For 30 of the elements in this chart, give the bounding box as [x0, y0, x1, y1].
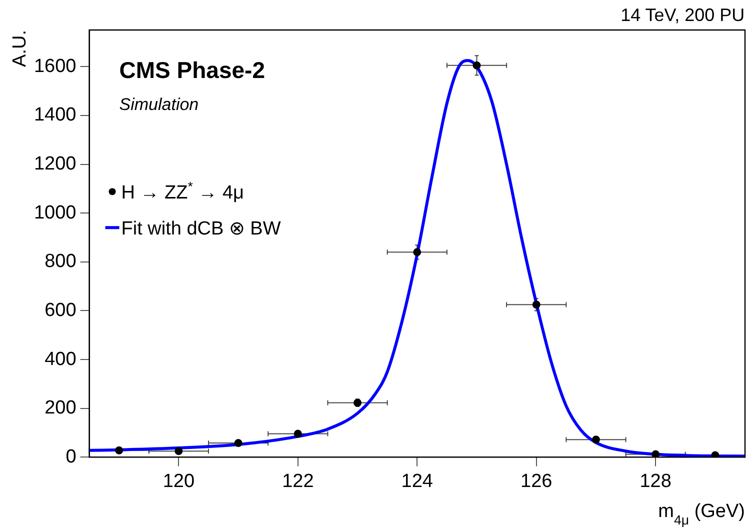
y-tick-label: 200: [44, 398, 76, 419]
point: [592, 436, 600, 444]
x-tick-label: 128: [640, 470, 672, 492]
point: [532, 300, 540, 309]
y-tick-label: 1600: [34, 56, 76, 77]
y-tick-label: 800: [44, 251, 76, 272]
point: [115, 446, 124, 454]
x-tick-label: 126: [520, 470, 552, 492]
x-tick-label: 122: [282, 470, 314, 492]
point: [472, 61, 481, 70]
text: CMS Phase-2: [119, 57, 265, 83]
point: [294, 430, 302, 438]
point: [234, 439, 242, 448]
y-tick-label: 1000: [34, 202, 76, 224]
text: Simulation: [119, 95, 199, 114]
x-tick-label: 124: [401, 470, 434, 492]
x-tick-label: 120: [162, 470, 195, 492]
legend-label: Fit with dCB ⊗ BW: [121, 218, 281, 240]
y-tick-label: 1400: [34, 104, 76, 126]
point: [174, 447, 183, 456]
point: [711, 451, 720, 458]
y-axis-title: A.U.: [9, 30, 30, 67]
y-tick-label: 0: [66, 446, 76, 468]
text: 14 TeV, 200 PU: [620, 5, 745, 25]
point: [652, 450, 660, 458]
y-tick-label: 400: [44, 348, 76, 370]
point: [413, 248, 422, 256]
legend-label: H → ZZ* → 4μ: [121, 179, 244, 204]
y-tick-label: 600: [44, 300, 76, 321]
y-tick-label: 1200: [34, 153, 76, 174]
